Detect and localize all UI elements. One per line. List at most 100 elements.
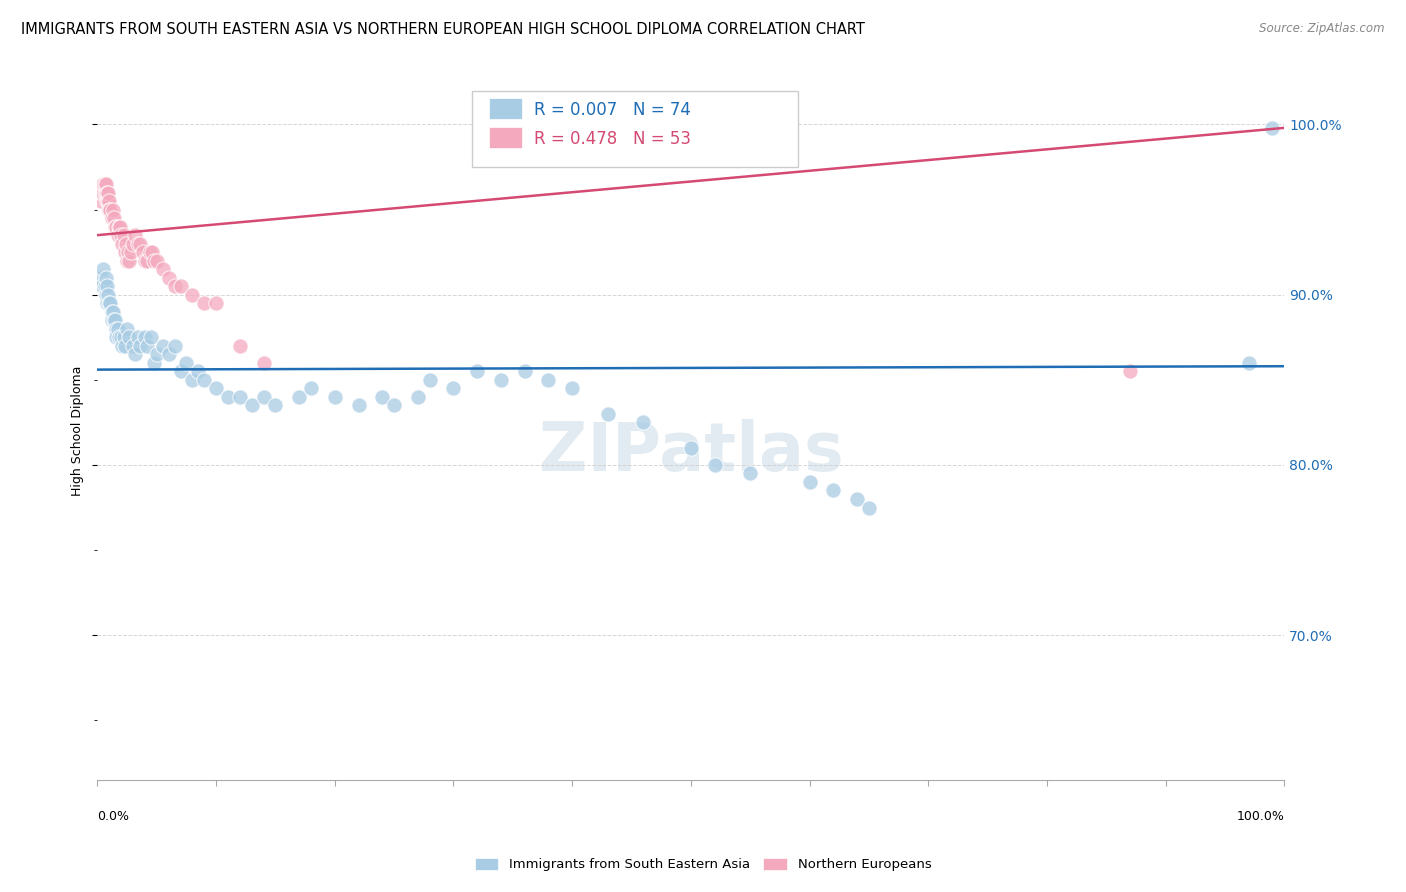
Point [136, 339, 159, 353]
Point [143, 356, 166, 370]
FancyBboxPatch shape [472, 91, 797, 167]
Point [96, 186, 118, 200]
Point [537, 373, 560, 387]
Point [288, 390, 311, 404]
Point [152, 339, 174, 353]
Point [98, 194, 121, 208]
Point [100, 313, 122, 327]
Point [104, 219, 127, 234]
Point [100, 202, 122, 217]
Point [217, 390, 239, 404]
Point [115, 236, 138, 251]
Point [110, 228, 132, 243]
Point [94, 287, 117, 301]
Text: Source: ZipAtlas.com: Source: ZipAtlas.com [1260, 22, 1385, 36]
Point [120, 245, 142, 260]
Point [596, 407, 619, 421]
Point [193, 373, 215, 387]
Point [105, 330, 128, 344]
Point [252, 390, 274, 404]
Point [90, 194, 112, 208]
Point [111, 339, 134, 353]
Point [105, 219, 128, 234]
Point [176, 356, 198, 370]
Point [96, 194, 118, 208]
Text: R = 0.007   N = 74: R = 0.007 N = 74 [534, 101, 692, 119]
Point [299, 381, 322, 395]
Point [112, 330, 135, 344]
Point [169, 279, 191, 293]
Point [1261, 120, 1284, 135]
Point [371, 390, 394, 404]
Point [740, 467, 762, 481]
Point [93, 177, 115, 191]
Point [93, 186, 115, 200]
Point [107, 330, 129, 344]
Point [489, 373, 512, 387]
Point [146, 347, 169, 361]
Point [703, 458, 725, 472]
Point [107, 322, 129, 336]
Text: R = 0.478   N = 53: R = 0.478 N = 53 [534, 130, 692, 148]
Text: IMMIGRANTS FROM SOUTH EASTERN ASIA VS NORTHERN EUROPEAN HIGH SCHOOL DIPLOMA CORR: IMMIGRANTS FROM SOUTH EASTERN ASIA VS NO… [21, 22, 865, 37]
Point [561, 381, 583, 395]
Point [193, 296, 215, 310]
Point [93, 279, 115, 293]
Point [205, 381, 228, 395]
Point [129, 339, 152, 353]
Point [110, 330, 132, 344]
Point [112, 228, 135, 243]
Point [122, 236, 145, 251]
Point [91, 186, 114, 200]
Point [97, 194, 120, 208]
Point [169, 364, 191, 378]
Text: 0.0%: 0.0% [97, 811, 129, 823]
Point [104, 313, 127, 327]
Point [858, 500, 880, 515]
Point [114, 245, 136, 260]
Point [94, 270, 117, 285]
Point [111, 236, 134, 251]
Point [129, 236, 152, 251]
Point [107, 219, 129, 234]
Point [134, 330, 156, 344]
Y-axis label: High School Diploma: High School Diploma [72, 366, 84, 496]
Point [103, 313, 125, 327]
Point [127, 236, 149, 251]
Point [633, 416, 655, 430]
Point [181, 373, 204, 387]
FancyBboxPatch shape [489, 98, 523, 119]
Point [143, 253, 166, 268]
Point [252, 356, 274, 370]
Legend: Immigrants from South Eastern Asia, Northern Europeans: Immigrants from South Eastern Asia, Nort… [470, 853, 936, 877]
Point [157, 347, 180, 361]
Point [323, 390, 346, 404]
Point [823, 483, 845, 498]
Point [136, 253, 159, 268]
Point [382, 398, 405, 412]
Point [264, 398, 287, 412]
Point [96, 279, 118, 293]
Point [229, 390, 252, 404]
Point [124, 347, 146, 361]
Point [91, 279, 114, 293]
Point [157, 270, 180, 285]
Point [406, 390, 429, 404]
Point [108, 219, 131, 234]
Point [187, 364, 209, 378]
FancyBboxPatch shape [489, 128, 523, 148]
Point [97, 186, 120, 200]
Point [205, 296, 228, 310]
Point [90, 270, 112, 285]
Point [146, 253, 169, 268]
Point [465, 364, 488, 378]
Point [97, 287, 120, 301]
Point [101, 304, 124, 318]
Point [96, 296, 118, 310]
Point [163, 279, 186, 293]
Point [229, 339, 252, 353]
Point [846, 491, 869, 506]
Point [139, 330, 162, 344]
Point [124, 228, 146, 243]
Text: ZIPatlas: ZIPatlas [538, 419, 844, 485]
